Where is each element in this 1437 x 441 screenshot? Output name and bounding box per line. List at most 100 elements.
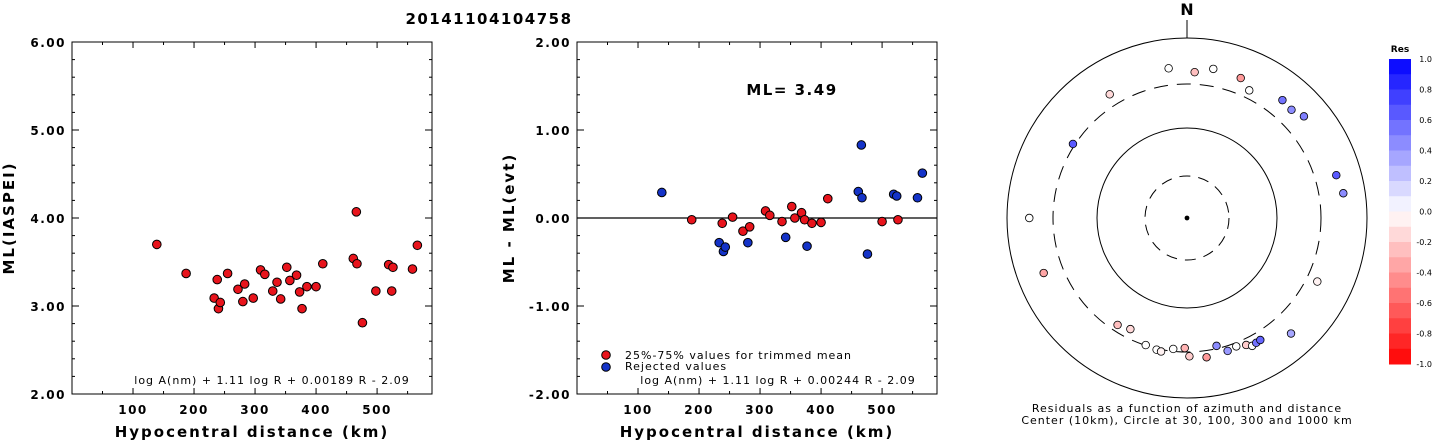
ml-point [222, 268, 233, 279]
colorbar-cell [1389, 348, 1411, 365]
colorbar-cell [1389, 165, 1411, 182]
colorbar-tick-label: -1.0 [1416, 360, 1432, 369]
x-tick-label: 200 [179, 403, 209, 417]
ml-point [297, 303, 307, 314]
legend-label-trimmed: 25%-75% values for trimmed mean [625, 349, 852, 362]
x-tick-label: 400 [806, 403, 836, 417]
x-tick-label: 500 [867, 403, 897, 417]
ml-point [352, 258, 362, 269]
ml-point [317, 258, 328, 269]
ml-point [357, 317, 368, 328]
trimmed-point [822, 193, 833, 204]
y-tick-label: -1.00 [529, 300, 571, 314]
station-point [1299, 112, 1309, 121]
legend-label-rejected: Rejected values [625, 360, 727, 373]
colorbar-cell [1389, 211, 1411, 228]
trimmed-point [686, 214, 697, 225]
colorbar-title: Res [1391, 45, 1409, 55]
station-point [1113, 320, 1122, 330]
y-axis-label: ML - ML(evt) [500, 153, 518, 283]
ml-point [311, 281, 321, 292]
center-marker [1184, 215, 1190, 221]
station-point [1223, 346, 1232, 356]
x-tick-label: 400 [301, 403, 331, 417]
ml-point [351, 207, 362, 217]
azimuth-panel: N Residuals as a function of azimuth and… [1006, 0, 1368, 427]
station-point [1126, 324, 1135, 334]
colorbar-cell [1389, 242, 1411, 258]
station-point [1278, 95, 1287, 105]
trimmed-point [777, 216, 787, 227]
ml-point [275, 294, 286, 304]
ml-point [302, 281, 312, 292]
colorbar-cell [1389, 74, 1411, 90]
ml-point [285, 275, 295, 286]
station-point [1039, 268, 1048, 278]
ml-point [238, 296, 248, 307]
colorbar-ticks: 1.0 0.8 0.6 0.4 0.2 0.0 -0.2 -0.4 -0.6 -0.8 -1.0 [1416, 55, 1432, 369]
rejected-point [720, 242, 731, 252]
station-point [1156, 347, 1166, 356]
y-tick-label: -2.00 [529, 388, 571, 402]
north-label: N [1180, 0, 1193, 19]
rejected-point [917, 168, 928, 178]
rejected-point [657, 187, 667, 198]
rejected-point [780, 232, 791, 243]
ml-point [152, 239, 162, 250]
ml-point [407, 264, 418, 274]
x-tick-label: 200 [684, 403, 714, 417]
colorbar-cell [1389, 196, 1411, 212]
station-points [1025, 64, 1348, 362]
ring-100km [1096, 127, 1278, 309]
colorbar-tick-label: 0.2 [1419, 177, 1432, 186]
y-axis-label: ML(IASPEI) [0, 161, 18, 274]
station-point [1025, 213, 1034, 223]
x-tick-label: 300 [240, 403, 270, 417]
trimmed-point [893, 214, 903, 225]
colorbar-cells [1389, 59, 1411, 365]
x-axis-label: Hypocentral distance (km) [620, 423, 895, 441]
data-points [152, 207, 423, 328]
rejected-point [802, 241, 812, 251]
station-point [1068, 139, 1078, 149]
colorbar-cell [1389, 104, 1411, 121]
ml-distance-panel: 100 200 300 400 500 2.00 3.00 4.00 5.00 6.00 Hypo… [0, 36, 433, 441]
colorbar-cell [1389, 303, 1411, 319]
ml-point [267, 286, 278, 296]
station-point [1339, 189, 1348, 198]
station-point [1232, 342, 1241, 351]
station-point [1236, 73, 1245, 83]
y-tick-label: 2.00 [30, 388, 66, 402]
station-point [1185, 352, 1194, 361]
colorbar-cell [1389, 135, 1411, 151]
colorbar-cell [1389, 272, 1411, 289]
colorbar-cell [1389, 287, 1411, 304]
legend-marker-rejected [601, 362, 611, 372]
formula: log A(nm) + 1.11 log R + 0.00244 R - 2.0… [640, 374, 915, 387]
axis-ticks: 100 200 300 400 500 -2.00 -1.00 0.00 1.00 2.00 [529, 36, 937, 417]
ml-point [239, 279, 250, 289]
y-tick-label: 2.00 [535, 36, 571, 50]
station-point [1256, 335, 1265, 345]
colorbar-cell [1389, 333, 1411, 350]
ring-1000km [1006, 37, 1368, 399]
colorbar-cell [1389, 89, 1411, 106]
rejected-point [856, 140, 867, 150]
trimmed-point [877, 216, 887, 227]
y-tick-label: 5.00 [30, 124, 66, 138]
ml-point [388, 262, 398, 273]
station-point [1190, 67, 1199, 77]
plot-frame [71, 41, 433, 395]
station-point [1332, 170, 1341, 180]
trimmed-point [738, 226, 748, 236]
station-point [1105, 90, 1114, 99]
magnitude-annotation: ML= 3.49 [746, 81, 837, 99]
colorbar-cell [1389, 318, 1411, 334]
residual-colorbar: Res 1.0 0.8 0.6 0.4 0.2 0.0 -0.2 -0.4 -0.6 -0.8 -1… [1389, 45, 1432, 369]
x-axis-label: Hypocentral distance (km) [115, 423, 390, 441]
colorbar-tick-label: -0.6 [1416, 299, 1432, 308]
station-point [1141, 340, 1150, 350]
axis-ticks: 100 200 300 400 500 2.00 3.00 4.00 5.00 6.00 [30, 36, 432, 417]
trimmed-point [727, 212, 738, 222]
figure-title: 20141104104758 [405, 10, 572, 28]
